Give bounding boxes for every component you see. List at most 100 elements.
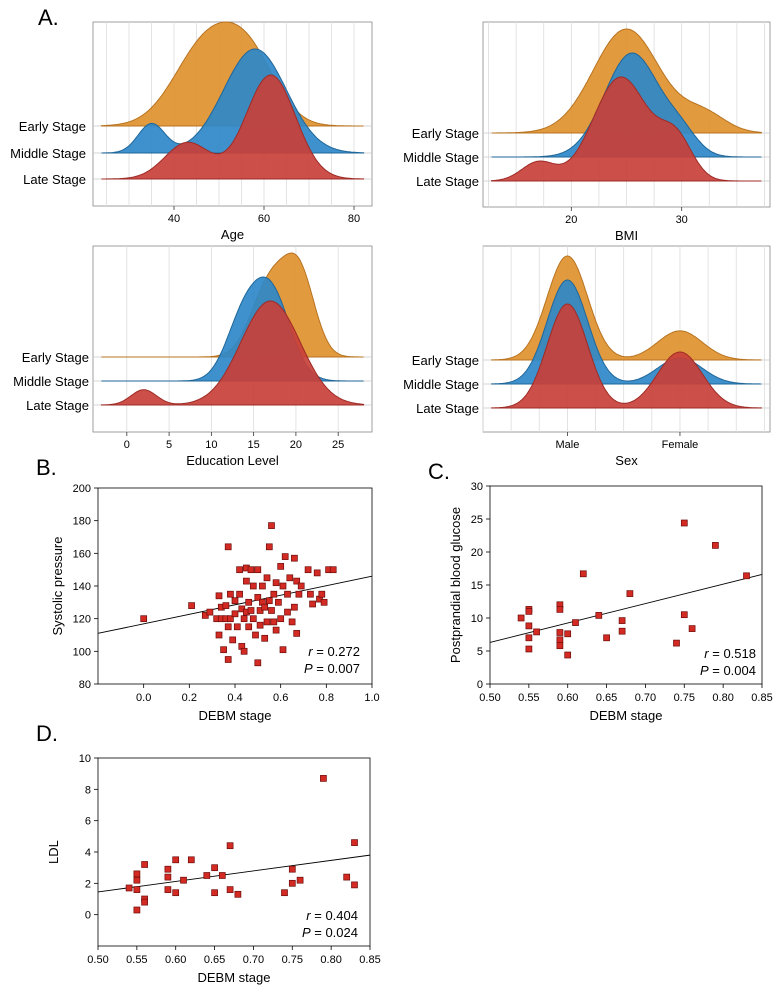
x-axis-label: Age [221, 227, 244, 242]
panel-label-a: A. [38, 5, 59, 30]
y-tick-label: 15 [471, 580, 483, 592]
data-point [351, 839, 358, 846]
plot-frame [489, 485, 763, 685]
data-point [172, 889, 180, 897]
scatter-chart-ppbg: 0 5 10 15 20 25 30 0.50 0.55 0.60 0.65 0.70 0.75 0.80… [448, 481, 773, 723]
scatter-chart-sbp: 80 100 120 140 160 180 200 0.0 0.2 0.4 0.6 0.8 1.0 r … [50, 483, 380, 723]
stage-label: Middle Stage [13, 374, 89, 389]
data-point [618, 627, 626, 635]
data-point [254, 659, 262, 667]
y-tick-label: 160 [73, 548, 91, 560]
data-point [218, 872, 226, 879]
data-point [712, 542, 719, 549]
r-statistic: r = 0.518 [704, 646, 756, 661]
data-point [263, 618, 271, 626]
data-point [229, 636, 237, 644]
x-axis-label: DEBM stage [590, 708, 663, 723]
stage-label: Early Stage [412, 353, 479, 368]
x-tick-label: 40 [168, 213, 180, 225]
x-tick-label: 0.85 [359, 954, 380, 966]
r-symbol: r [704, 646, 709, 661]
x-tick-label: 0.50 [479, 692, 500, 704]
data-point [247, 607, 255, 614]
data-point [304, 566, 312, 574]
stage-label: Late Stage [23, 172, 86, 187]
x-tick-label: 0.80 [712, 692, 733, 704]
data-point [261, 634, 269, 642]
data-point [245, 598, 253, 606]
p-symbol: P [304, 661, 313, 676]
data-point [680, 519, 688, 527]
data-point [556, 606, 564, 613]
data-point [233, 623, 241, 631]
stage-label: Middle Stage [403, 377, 479, 392]
data-point [243, 577, 250, 585]
data-point [297, 582, 305, 590]
p-statistic: P = 0.024 [302, 925, 358, 940]
data-point [164, 886, 172, 893]
stage-label: Late Stage [416, 401, 479, 416]
data-point [293, 577, 301, 585]
data-point [224, 543, 232, 551]
ridge-chart-education: Early Stage Middle Stage Late Stage 0 5 10 15 2… [13, 245, 373, 468]
data-point [234, 890, 242, 898]
x-axis-label: Education Level [186, 453, 279, 468]
data-point [288, 618, 296, 626]
stage-label: Early Stage [22, 350, 89, 365]
data-point [268, 607, 275, 614]
stage-label: Early Stage [412, 126, 479, 141]
data-point [249, 615, 257, 623]
y-tick-label: 180 [73, 516, 91, 528]
density-late-stage [100, 300, 365, 406]
scatter-chart-ldl: 0 2 4 6 8 10 0.50 0.55 0.60 0.65 0.70 0.75 0.80 0.85 r… [46, 753, 381, 985]
data-point [626, 590, 634, 597]
data-point [263, 574, 271, 582]
y-tick-label: 80 [79, 679, 91, 691]
x-axis-label: BMI [615, 228, 638, 243]
ridge-chart-age: Early Stage Middle Stage Late Stage 40 60 80 A… [10, 21, 373, 242]
density-late-stage [491, 303, 762, 409]
y-tick-label: 25 [471, 514, 483, 526]
r-value: = 0.404 [311, 908, 358, 923]
r-statistic: r = 0.404 [306, 908, 358, 923]
data-point [595, 612, 603, 619]
x-tick-label: 0.75 [282, 954, 303, 966]
data-point [320, 775, 327, 782]
data-point [277, 615, 285, 623]
data-point [188, 602, 195, 609]
data-point [517, 614, 525, 622]
data-point [187, 856, 195, 864]
p-statistic: P = 0.007 [304, 661, 360, 676]
x-tick-label: 1.0 [364, 692, 379, 704]
data-point [226, 842, 234, 850]
x-tick-label: Male [555, 439, 579, 451]
stage-label: Late Stage [26, 398, 89, 413]
x-tick-label: 0.70 [635, 692, 656, 704]
data-point [309, 600, 316, 608]
y-tick-label: 0 [477, 679, 483, 691]
data-point [556, 629, 564, 636]
x-tick-label: 0 [124, 439, 130, 451]
y-axis-label: Systolic pressure [50, 537, 65, 636]
data-point [295, 590, 303, 598]
x-axis-label: Sex [615, 453, 638, 468]
x-tick-label: 0.70 [243, 954, 264, 966]
data-point [227, 590, 234, 598]
x-tick-label: 60 [258, 213, 270, 225]
data-point [259, 582, 266, 590]
y-tick-label: 120 [73, 614, 91, 626]
data-point [343, 873, 351, 881]
data-point [564, 651, 572, 659]
regression-line [97, 575, 373, 634]
charts-layer: Early Stage Middle Stage Late Stage 40 60 80 A… [10, 21, 773, 985]
panel-label-c: C. [428, 459, 450, 484]
data-point [291, 603, 298, 611]
data-point [270, 618, 278, 626]
x-tick-label: 0.0 [136, 692, 151, 704]
data-point [211, 889, 218, 897]
data-point [141, 898, 148, 906]
data-point [164, 873, 172, 881]
x-tick-label: 0.2 [182, 692, 197, 704]
y-tick-label: 30 [471, 481, 483, 493]
